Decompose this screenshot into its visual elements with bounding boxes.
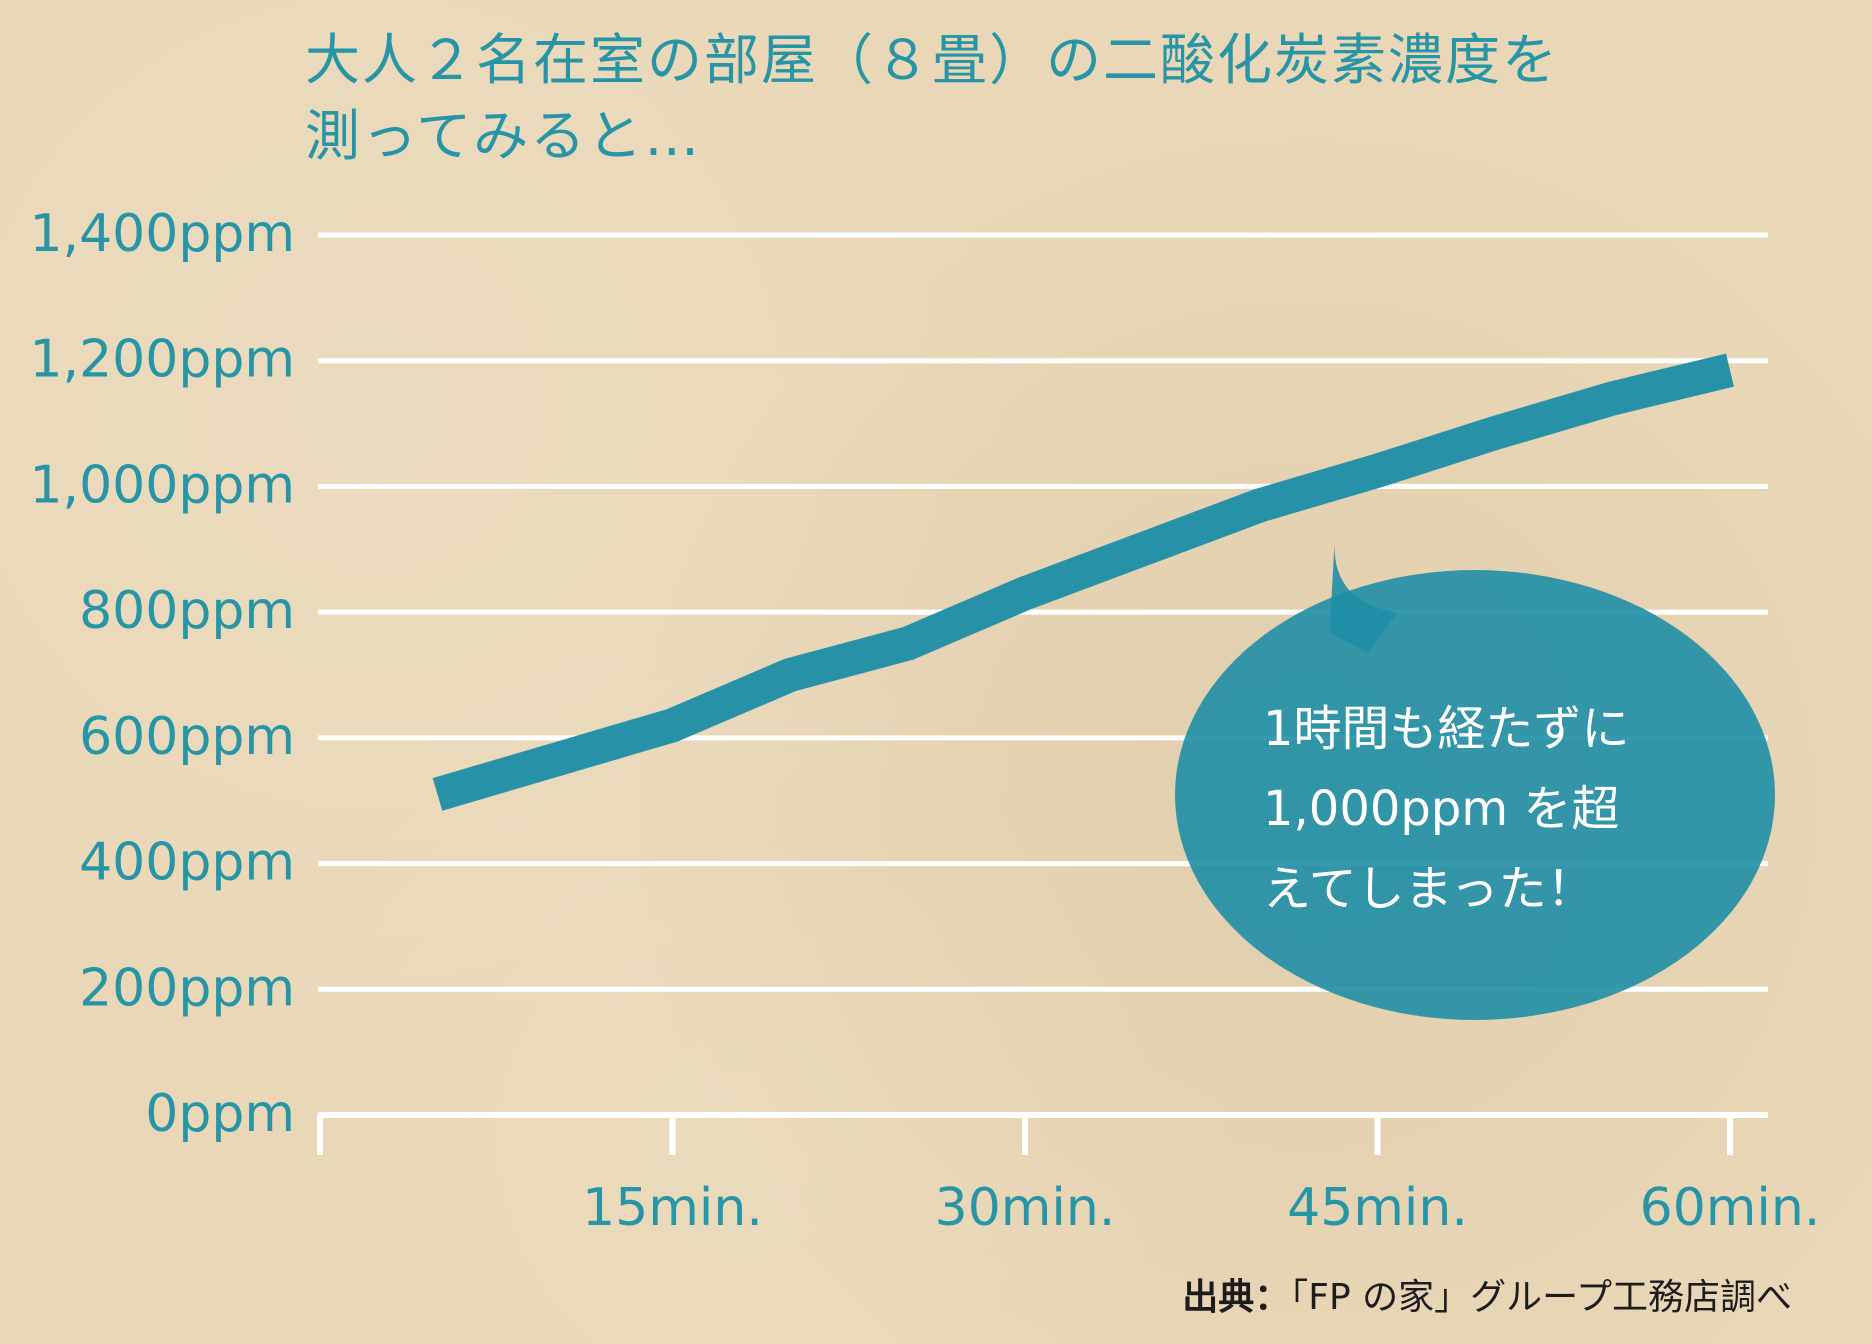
series-layer	[432, 353, 1734, 811]
title-line-2: 測ってみると…	[305, 104, 702, 168]
y-tick-label: 800ppm	[79, 581, 295, 641]
source-text: 「FP の家」グループ工務店調べ	[1290, 1277, 1792, 1318]
source-note: 出典：「FP の家」グループ工務店調べ	[1182, 1268, 1792, 1320]
y-tick-label: 1,400ppm	[29, 204, 295, 264]
y-tick-label: 0ppm	[145, 1084, 295, 1144]
x-tick-label: 30min.	[935, 1178, 1116, 1238]
y-tick-label: 1,000ppm	[29, 455, 295, 515]
x-axis	[317, 1115, 1733, 1155]
callout-bubble	[1175, 570, 1775, 1020]
y-tick-label: 1,200ppm	[29, 330, 295, 390]
y-tick-label: 400ppm	[79, 833, 295, 893]
x-tick-label: 15min.	[582, 1178, 763, 1238]
y-tick-label: 600ppm	[79, 707, 295, 767]
source-label: 出典：	[1182, 1277, 1291, 1318]
chart-title: 大人２名在室の部屋（８畳）の二酸化炭素濃度を 測ってみると…	[305, 22, 1705, 174]
callout-text-line: えてしまった！	[1263, 861, 1595, 917]
x-axis-tick-labels: 15min. 30min. 45min. 60min.	[582, 1178, 1820, 1238]
y-tick-label: 200ppm	[79, 958, 295, 1018]
title-line-1: 大人２名在室の部屋（８畳）の二酸化炭素濃度を	[305, 28, 1560, 92]
callout-text-line: 1,000ppm を超	[1263, 781, 1619, 837]
x-tick-label: 45min.	[1287, 1178, 1468, 1238]
x-tick-label: 60min.	[1640, 1178, 1821, 1238]
y-axis-tick-labels: 0ppm 200ppm 400ppm 600ppm 800ppm 1,000ppm 1,20…	[29, 204, 295, 1144]
callout-text-line: 1時間も経たずに	[1263, 701, 1630, 757]
